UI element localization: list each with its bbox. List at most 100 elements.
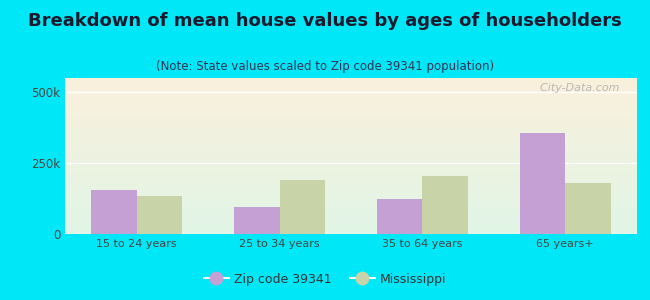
Bar (65, 199, 637, 200)
Bar (65, 105, 637, 106)
Bar (136, 196, 183, 234)
Bar (65, 198, 637, 199)
Bar (65, 183, 637, 184)
Bar (65, 224, 637, 225)
Bar (65, 92, 637, 94)
Bar (65, 216, 637, 217)
Bar (65, 131, 637, 133)
Bar (65, 218, 637, 220)
Bar (65, 98, 637, 99)
Bar (65, 108, 637, 109)
Bar (65, 170, 637, 172)
Bar (65, 187, 637, 188)
Bar (65, 172, 637, 173)
Bar (65, 181, 637, 182)
Bar (65, 179, 637, 181)
Bar (65, 233, 637, 234)
Bar (65, 78, 637, 79)
Bar (65, 126, 637, 128)
Bar (65, 177, 637, 178)
Bar (65, 121, 637, 122)
Bar (65, 101, 637, 103)
Bar (65, 151, 637, 152)
Bar (65, 202, 637, 203)
Bar (280, 180, 325, 234)
Bar (65, 203, 637, 204)
Bar (65, 124, 637, 125)
Bar (65, 114, 637, 116)
Bar (65, 96, 637, 98)
Bar (65, 135, 637, 136)
Bar (65, 214, 637, 216)
Bar (65, 182, 637, 183)
Bar (65, 104, 637, 105)
Bar (65, 221, 637, 222)
Bar (65, 194, 637, 195)
Bar (65, 116, 637, 117)
Bar (65, 81, 637, 82)
Bar (65, 169, 637, 170)
Bar (65, 142, 637, 143)
Bar (65, 229, 637, 230)
Bar (65, 231, 637, 233)
Text: Breakdown of mean house values by ages of householders: Breakdown of mean house values by ages o… (28, 12, 622, 30)
Bar (65, 213, 637, 214)
Bar (65, 144, 637, 145)
Bar (65, 174, 637, 175)
Bar (65, 110, 637, 112)
Bar (65, 79, 637, 81)
Bar (65, 212, 637, 213)
Bar (65, 168, 637, 169)
Bar (65, 226, 637, 227)
Bar (65, 90, 637, 91)
Bar (65, 161, 637, 163)
Bar (65, 118, 637, 120)
Bar (65, 222, 637, 224)
Bar (65, 113, 637, 114)
Bar (65, 165, 637, 166)
Bar (65, 128, 637, 129)
Bar (65, 204, 637, 206)
Bar (65, 143, 637, 144)
Text: City-Data.com: City-Data.com (534, 83, 620, 93)
Bar (65, 206, 637, 207)
Bar (65, 188, 637, 190)
Bar (65, 191, 637, 192)
Bar (65, 227, 637, 229)
Bar (65, 125, 637, 126)
Bar (65, 186, 637, 187)
Bar (65, 184, 637, 186)
Bar (566, 183, 611, 234)
Bar (65, 209, 637, 211)
Bar (65, 149, 637, 151)
Bar (65, 164, 637, 165)
Bar (65, 94, 637, 95)
Bar (65, 225, 637, 226)
Bar (65, 207, 637, 208)
Bar (65, 196, 637, 198)
Bar (234, 207, 280, 234)
Bar (65, 95, 637, 96)
Bar (65, 178, 637, 179)
Bar (65, 117, 637, 118)
Bar (65, 134, 637, 135)
Bar (65, 99, 637, 100)
Bar (65, 133, 637, 134)
Bar (65, 139, 637, 140)
Bar (65, 160, 637, 161)
Bar (65, 122, 637, 124)
Bar (65, 130, 637, 131)
Legend: Zip code 39341, Mississippi: Zip code 39341, Mississippi (198, 268, 452, 291)
Bar (65, 220, 637, 221)
Bar (519, 133, 566, 234)
Bar (65, 153, 637, 155)
Bar (65, 136, 637, 138)
Bar (65, 106, 637, 108)
Bar (65, 91, 637, 92)
Bar (65, 156, 637, 157)
Bar (65, 129, 637, 130)
Bar (65, 147, 637, 148)
Bar (65, 173, 637, 174)
Bar (65, 176, 637, 177)
Bar (65, 88, 637, 90)
